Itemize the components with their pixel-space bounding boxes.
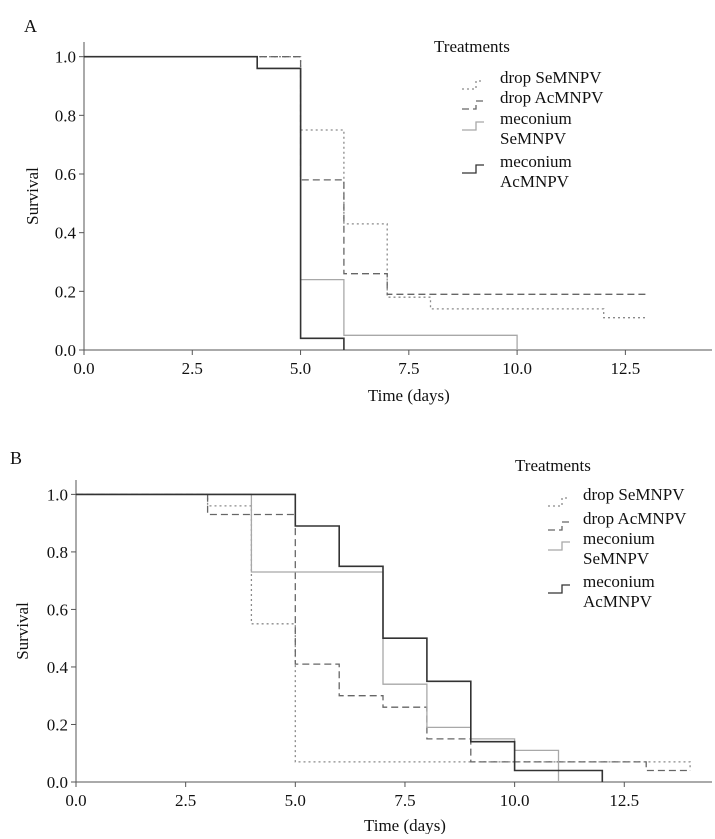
legend-swatch-drop-acmnpv xyxy=(462,100,484,110)
x-tick-label: 5.0 xyxy=(285,791,306,810)
legend-label-meconium-acmnpv: meconium AcMNPV xyxy=(500,152,572,191)
legend-label-meconium-acmnpv: meconium AcMNPV xyxy=(583,572,655,611)
y-tick-label: 0.4 xyxy=(55,224,77,243)
y-axis-title: Survival xyxy=(13,602,32,660)
y-tick-label: 0.8 xyxy=(55,106,76,125)
y-tick-label: 0.6 xyxy=(55,165,76,184)
legend-swatch-drop-semnpv xyxy=(548,497,570,507)
legend-swatch-drop-acmnpv xyxy=(548,521,570,531)
y-tick-label: 0.0 xyxy=(55,341,76,360)
series-line-meconium-acmnpv xyxy=(76,493,604,782)
x-tick-label: 0.0 xyxy=(73,359,94,378)
series-line-meconium-acmnpv xyxy=(84,55,345,350)
x-tick-label: 7.5 xyxy=(398,359,419,378)
legend-label-drop-semnpv: drop SeMNPV xyxy=(583,485,685,504)
legend-label-meconium-semnpv: meconium SeMNPV xyxy=(500,109,572,148)
y-tick-label: 0.2 xyxy=(47,715,68,734)
panel-a-label: A xyxy=(24,16,37,36)
x-tick-label: 2.5 xyxy=(175,791,196,810)
legend-swatch-meconium-semnpv xyxy=(548,541,570,551)
legend-swatch-drop-semnpv xyxy=(462,80,484,90)
legend-title: Treatments xyxy=(434,37,510,56)
panel-b-label: B xyxy=(10,448,22,468)
x-tick-label: 12.5 xyxy=(611,359,641,378)
y-tick-label: 1.0 xyxy=(47,485,68,504)
legend-swatch-meconium-acmnpv xyxy=(462,164,484,174)
x-tick-label: 5.0 xyxy=(290,359,311,378)
x-axis-title: Time (days) xyxy=(368,386,450,405)
y-tick-label: 0.0 xyxy=(47,773,68,792)
x-tick-label: 7.5 xyxy=(394,791,415,810)
series-line-meconium-semnpv xyxy=(76,493,560,782)
legend-swatch-meconium-semnpv xyxy=(462,121,484,131)
legend-label-meconium-semnpv: meconium SeMNPV xyxy=(583,529,655,568)
legend-title: Treatments xyxy=(515,456,591,475)
legend-label-drop-acmnpv: drop AcMNPV xyxy=(583,509,687,528)
x-tick-label: 2.5 xyxy=(182,359,203,378)
y-tick-label: 0.4 xyxy=(47,658,69,677)
y-tick-label: 1.0 xyxy=(55,48,76,67)
x-tick-label: 10.0 xyxy=(502,359,532,378)
y-tick-label: 0.8 xyxy=(47,543,68,562)
y-tick-label: 0.6 xyxy=(47,600,68,619)
y-axis-title: Survival xyxy=(23,167,42,225)
legend-swatch-meconium-acmnpv xyxy=(548,584,570,594)
legend-label-drop-semnpv: drop SeMNPV xyxy=(500,68,602,87)
x-tick-label: 12.5 xyxy=(609,791,639,810)
x-tick-label: 0.0 xyxy=(65,791,86,810)
y-tick-label: 0.2 xyxy=(55,282,76,301)
chart-panel-a: 0.0 2.5 5.0 7.5 10.0 12.5 0.0 0.2 0.4 0.6 0.8 1.0 Ti… xyxy=(23,37,712,405)
legend-label-drop-acmnpv: drop AcMNPV xyxy=(500,88,604,107)
chart-panel-b: 0.0 2.5 5.0 7.5 10.0 12.5 0.0 0.2 0.4 0.6 0.8 1.0 Ti… xyxy=(13,456,712,835)
x-tick-label: 10.0 xyxy=(500,791,530,810)
x-axis-title: Time (days) xyxy=(364,816,446,834)
